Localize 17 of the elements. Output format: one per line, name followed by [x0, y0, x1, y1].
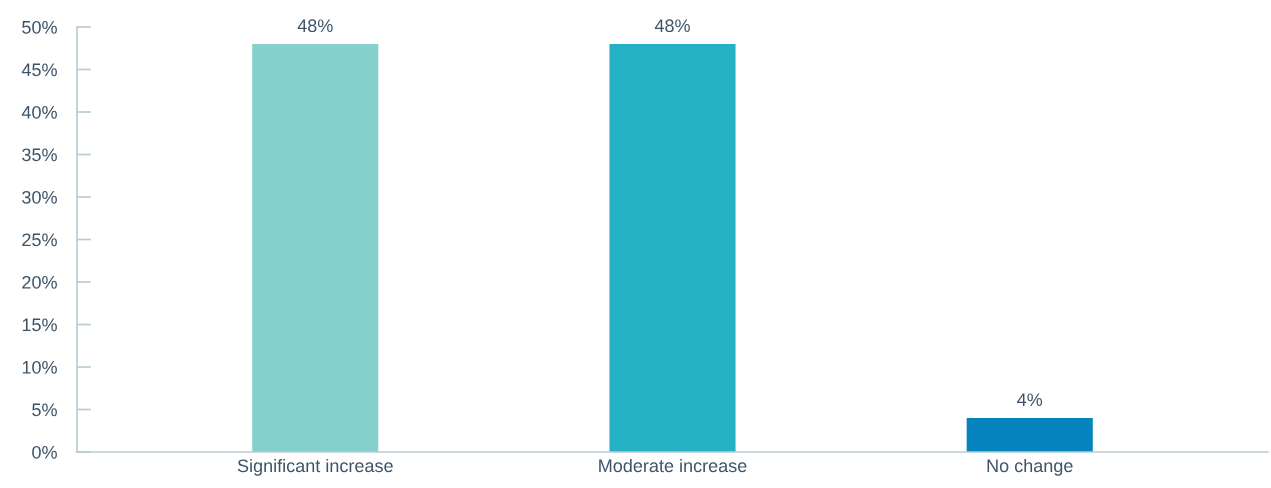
x-tick-label: No change — [987, 458, 1073, 476]
y-tick-label: 10% — [22, 360, 57, 374]
y-tick-label: 15% — [22, 318, 57, 332]
y-tick-label: 30% — [22, 190, 57, 204]
y-tick-label: 35% — [22, 148, 57, 162]
y-tick-label: 20% — [22, 275, 57, 289]
y-tick-label: 5% — [32, 403, 57, 417]
data-label: 48% — [297, 19, 333, 33]
y-tick-label: 25% — [22, 233, 57, 247]
y-tick-label: 45% — [21, 63, 57, 77]
x-tick-label: Moderate increase — [599, 458, 747, 473]
y-tick-label: 40% — [21, 105, 57, 119]
data-label: 48% — [654, 19, 690, 33]
y-tick-label: 0% — [32, 445, 57, 459]
x-tick-label: Significant increase — [237, 458, 393, 476]
y-tick-label: 50% — [22, 20, 57, 34]
data-label: 4% — [1017, 393, 1043, 407]
